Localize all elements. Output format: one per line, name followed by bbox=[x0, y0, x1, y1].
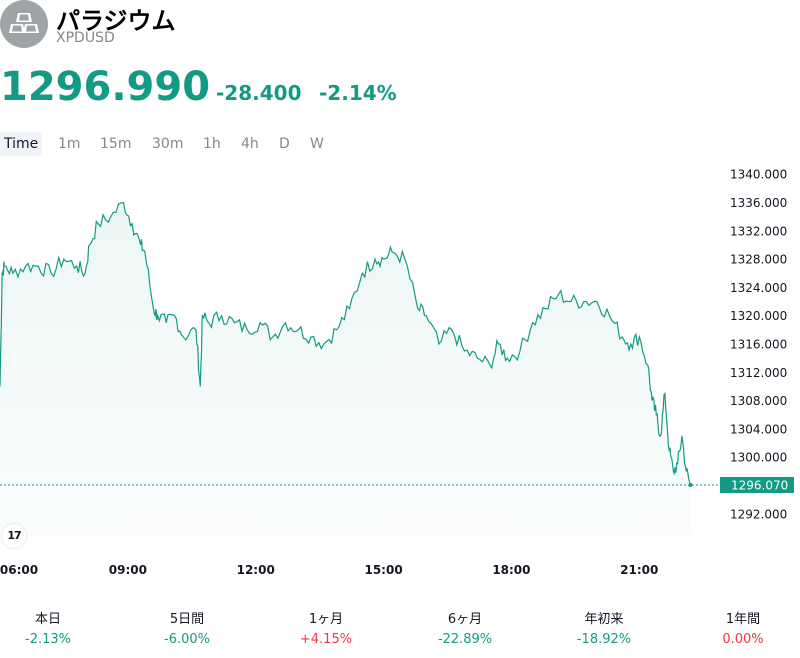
last-price: 1296.990 bbox=[0, 64, 211, 110]
perf-item-6m[interactable]: 6ヶ月 -22.89% bbox=[395, 610, 535, 650]
y-tick-label: 1320.000 bbox=[730, 309, 787, 323]
tab-w[interactable]: W bbox=[310, 136, 324, 152]
tab-4h[interactable]: 4h bbox=[241, 136, 259, 152]
y-tick-label: 1300.000 bbox=[730, 451, 787, 465]
x-tick-label: 21:00 bbox=[620, 563, 658, 577]
y-tick-label: 1308.000 bbox=[730, 394, 787, 408]
perf-label: 5日間 bbox=[169, 612, 205, 627]
perf-label: 1年間 bbox=[725, 612, 761, 627]
x-tick-label: 18:00 bbox=[492, 563, 530, 577]
y-tick-label: 1304.000 bbox=[730, 422, 787, 436]
perf-item-1y[interactable]: 1年間 0.00% bbox=[673, 610, 800, 650]
tradingview-logo-icon[interactable]: 17 bbox=[2, 524, 26, 548]
y-tick-label: 1332.000 bbox=[730, 224, 787, 238]
tab-d[interactable]: D bbox=[279, 136, 290, 152]
perf-item-today[interactable]: 本日 -2.13% bbox=[0, 610, 118, 650]
perf-item-ytd[interactable]: 年初来 -18.92% bbox=[534, 610, 674, 650]
y-tick-label: 1324.000 bbox=[730, 281, 787, 295]
perf-label: 1ヶ月 bbox=[308, 612, 344, 627]
perf-value: -6.00% bbox=[164, 632, 210, 647]
price-line bbox=[0, 201, 691, 486]
performance-bar: 本日 -2.13% 5日間 -6.00% 1ヶ月 +4.15% 6ヶ月 -22.… bbox=[0, 610, 800, 650]
perf-value: -22.89% bbox=[437, 632, 493, 647]
perf-label: 本日 bbox=[34, 612, 61, 627]
gold-bars-icon bbox=[0, 0, 48, 48]
last-price-label: 1296.070 bbox=[731, 478, 788, 492]
perf-label: 年初来 bbox=[584, 612, 624, 627]
x-tick-label: 15:00 bbox=[364, 563, 402, 577]
y-tick-label: 1292.000 bbox=[730, 507, 787, 521]
tab-time[interactable]: Time bbox=[0, 132, 43, 156]
tab-1m[interactable]: 1m bbox=[58, 136, 81, 152]
header: パラジウム XPDUSD bbox=[0, 0, 800, 50]
perf-value: -2.13% bbox=[25, 632, 71, 647]
last-price-label-bg bbox=[720, 476, 794, 493]
instrument-title: パラジウム bbox=[56, 7, 176, 35]
y-tick-label: 1316.000 bbox=[730, 337, 787, 351]
quote-row: 1296.990 -28.400 -2.14% bbox=[0, 62, 800, 112]
perf-value: +4.15% bbox=[299, 632, 353, 647]
price-chart[interactable]: 1296.070 1340.000 1336.000 1332.000 1328.00… bbox=[0, 160, 800, 580]
perf-value: 0.00% bbox=[722, 632, 764, 647]
instrument-ticker: XPDUSD bbox=[56, 30, 115, 46]
last-price-dot bbox=[688, 482, 693, 487]
y-tick-label: 1312.000 bbox=[730, 366, 787, 380]
perf-value: -18.92% bbox=[576, 632, 632, 647]
price-area-fill bbox=[0, 202, 691, 535]
price-change: -28.400 bbox=[216, 81, 302, 105]
x-tick-label: 06:00 bbox=[0, 563, 38, 577]
tab-1h[interactable]: 1h bbox=[203, 136, 221, 152]
price-change-percent: -2.14% bbox=[319, 81, 397, 105]
x-tick-label: 12:00 bbox=[237, 563, 275, 577]
y-tick-label: 1328.000 bbox=[730, 253, 787, 267]
perf-label: 6ヶ月 bbox=[447, 612, 483, 627]
x-tick-label: 09:00 bbox=[109, 563, 147, 577]
y-tick-label: 1336.000 bbox=[730, 196, 787, 210]
tab-15m[interactable]: 15m bbox=[100, 136, 132, 152]
y-tick-label: 1340.000 bbox=[730, 168, 787, 182]
tab-30m[interactable]: 30m bbox=[152, 136, 184, 152]
perf-item-1m[interactable]: 1ヶ月 +4.15% bbox=[256, 610, 396, 650]
perf-item-5d[interactable]: 5日間 -6.00% bbox=[117, 610, 257, 650]
